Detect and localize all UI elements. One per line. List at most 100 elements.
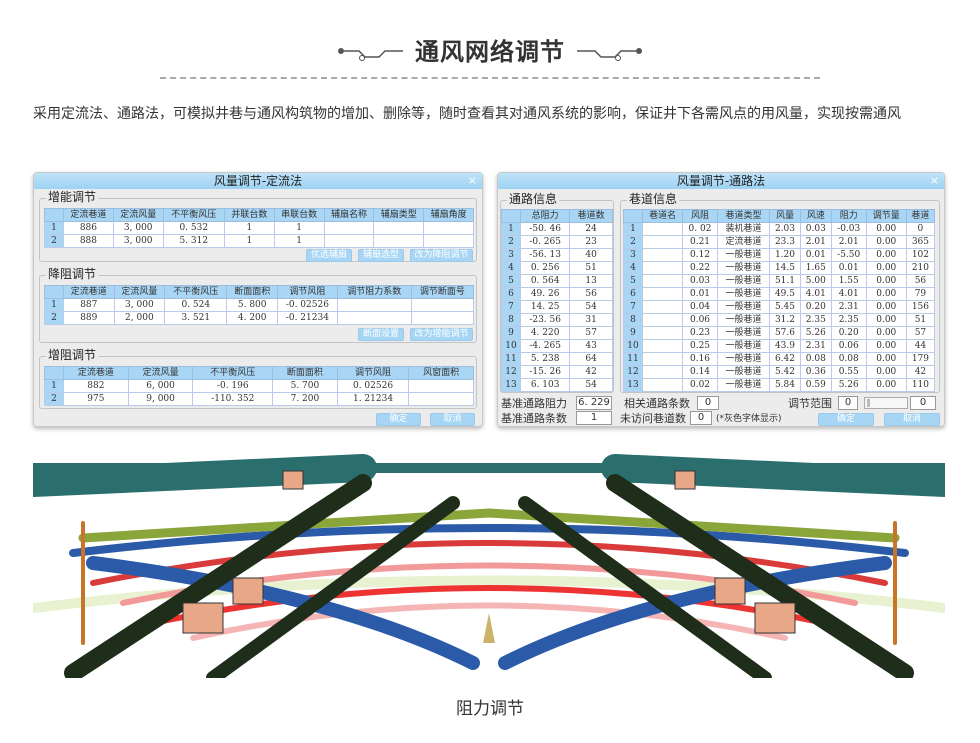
table-row[interactable]: 7 0.04 一般巷道 5.45 0.20 2.31 0.00 156 <box>623 300 936 314</box>
row-index[interactable]: 6 <box>623 287 643 301</box>
table-cell: 64 <box>569 352 613 366</box>
row-index[interactable]: 1 <box>44 298 64 312</box>
ok-button[interactable]: 确定 <box>818 413 874 426</box>
table-cell <box>323 234 375 248</box>
table-row[interactable]: 10 0.25 一般巷道 43.9 2.31 0.06 0.00 44 <box>623 339 936 353</box>
table-row[interactable]: 4 0.22 一般巷道 14.5 1.65 0.01 0.00 210 <box>623 261 936 275</box>
section-setting-button[interactable]: 断面设置 <box>358 328 404 341</box>
table-row[interactable]: 11 0.16 一般巷道 6.42 0.08 0.08 0.00 179 <box>623 352 936 366</box>
table-row[interactable]: 1 882 6, 000 -0. 196 5. 700 0. 02526 <box>44 379 474 393</box>
row-index[interactable]: 10 <box>623 339 643 353</box>
row-index[interactable]: 8 <box>501 313 521 327</box>
row-index[interactable]: 7 <box>501 300 521 314</box>
table-row[interactable]: 8 0.06 一般巷道 31.2 2.35 2.35 0.00 51 <box>623 313 936 327</box>
table-row[interactable]: 10 -4. 265 43 <box>501 339 613 353</box>
table-row[interactable]: 6 0.01 一般巷道 49.5 4.01 4.01 0.00 79 <box>623 287 936 301</box>
table-cell: 110 <box>905 378 936 392</box>
table-row[interactable]: 3 -56. 13 40 <box>501 248 613 262</box>
row-index[interactable]: 8 <box>623 313 643 327</box>
table-row[interactable]: 7 14. 25 54 <box>501 300 613 314</box>
table-row[interactable]: 4 0. 256 51 <box>501 261 613 275</box>
row-index[interactable]: 2 <box>44 311 64 325</box>
table-cell: 3, 000 <box>112 221 164 235</box>
row-index[interactable]: 13 <box>623 378 643 392</box>
table-row[interactable]: 13 6. 103 54 <box>501 378 613 392</box>
table-row[interactable]: 2 -0. 265 23 <box>501 235 613 249</box>
base-resistance-label: 基准通路阻力 <box>501 397 567 410</box>
slider-handle[interactable] <box>867 399 870 407</box>
table-row[interactable]: 6 49. 26 56 <box>501 287 613 301</box>
unvisited-field[interactable]: 0 <box>690 411 712 425</box>
row-index[interactable]: 1 <box>501 222 521 236</box>
row-index[interactable]: 13 <box>501 378 521 392</box>
row-index[interactable]: 11 <box>501 352 521 366</box>
ok-button[interactable]: 确定 <box>376 413 421 426</box>
range-slider[interactable] <box>864 397 908 409</box>
row-index[interactable]: 2 <box>44 234 64 248</box>
row-index[interactable]: 1 <box>44 221 64 235</box>
row-index[interactable]: 5 <box>623 274 643 288</box>
table-row[interactable]: 1 0. 02 装机巷道 2.03 0.03 -0.03 0.00 0 <box>623 222 936 236</box>
row-index[interactable]: 9 <box>501 326 521 340</box>
table-row[interactable]: 3 0.12 一般巷道 1.20 0.01 -5.50 0.00 102 <box>623 248 936 262</box>
optimize-fan-button[interactable]: 优选辅扇 <box>306 249 352 262</box>
close-icon[interactable]: × <box>467 174 477 187</box>
row-index[interactable]: 1 <box>623 222 643 236</box>
row-index[interactable]: 10 <box>501 339 521 353</box>
table-row[interactable]: 9 4. 220 57 <box>501 326 613 340</box>
table-cell: 0. 256 <box>519 261 571 275</box>
table-cell: 一般巷道 <box>716 274 771 288</box>
table-row[interactable]: 1 887 3, 000 0. 524 5. 800 -0. 02526 <box>44 298 475 312</box>
table-row[interactable]: 12 -15. 26 42 <box>501 365 613 379</box>
range-label: 调节范围 <box>788 397 832 410</box>
table-row[interactable]: 12 0.14 一般巷道 5.42 0.36 0.55 0.00 42 <box>623 365 936 379</box>
row-index[interactable]: 12 <box>623 365 643 379</box>
table-row[interactable]: 2 975 9, 000 -110. 352 7. 200 1. 21234 <box>44 392 474 406</box>
fan-select-button[interactable]: 辅扇选型 <box>358 249 404 262</box>
table-row[interactable]: 13 0.02 一般巷道 5.84 0.59 5.26 0.00 110 <box>623 378 936 392</box>
related-field[interactable]: 0 <box>697 396 719 410</box>
column-header: 风速 <box>799 209 832 223</box>
cancel-button[interactable]: 取消 <box>430 413 475 426</box>
row-index[interactable]: 2 <box>623 235 643 249</box>
table-cell <box>641 313 684 327</box>
row-index[interactable]: 4 <box>623 261 643 275</box>
table-row[interactable]: 5 0.03 一般巷道 51.1 5.00 1.55 0.00 56 <box>623 274 936 288</box>
table-row[interactable]: 1 -50. 46 24 <box>501 222 613 236</box>
to-reduce-button[interactable]: 改为降阻调节 <box>410 249 473 262</box>
table-row[interactable]: 1 886 3, 000 0. 532 1 1 <box>44 221 474 235</box>
table-row[interactable]: 9 0.23 一般巷道 57.6 5.26 0.20 0.00 57 <box>623 326 936 340</box>
table-row[interactable]: 11 5. 238 64 <box>501 352 613 366</box>
table-cell: 0.00 <box>865 248 907 262</box>
row-index[interactable]: 1 <box>44 379 64 393</box>
row-index[interactable]: 2 <box>501 235 521 249</box>
table-row[interactable]: 8 -23. 56 31 <box>501 313 613 327</box>
row-index[interactable]: 12 <box>501 365 521 379</box>
range-min-field[interactable]: 0 <box>838 396 858 410</box>
table-row[interactable]: 2 0.21 定流巷道 23.3 2.01 2.01 0.00 365 <box>623 235 936 249</box>
to-boost-button[interactable]: 改为增能调节 <box>410 328 473 341</box>
row-index[interactable]: 7 <box>623 300 643 314</box>
base-resistance-field[interactable]: 6. 229 <box>576 396 612 410</box>
row-index[interactable]: 3 <box>501 248 521 262</box>
table-row[interactable]: 2 888 3, 000 5. 312 1 1 <box>44 234 474 248</box>
row-index[interactable]: 9 <box>623 326 643 340</box>
ventilation-3d-view[interactable] <box>33 443 945 678</box>
range-max-field[interactable]: 0 <box>910 396 936 410</box>
row-index[interactable]: 6 <box>501 287 521 301</box>
close-icon[interactable]: × <box>929 174 939 187</box>
row-index[interactable]: 3 <box>623 248 643 262</box>
table-cell: 0.00 <box>865 378 907 392</box>
column-header: 断面面积 <box>272 366 338 380</box>
group-label: 降阻调节 <box>46 267 99 281</box>
row-index[interactable]: 4 <box>501 261 521 275</box>
table-cell: 44 <box>905 339 936 353</box>
table-row[interactable]: 2 889 2, 000 3. 521 4. 200 -0. 21234 <box>44 311 475 325</box>
cancel-button[interactable]: 取消 <box>884 413 940 426</box>
row-index[interactable]: 11 <box>623 352 643 366</box>
boost-group: 增能调节 定流巷道 定流风量 不平衡风压 并联台数 串联台数 辅扇名称 辅扇类型 辅扇角度 1 8… <box>39 190 477 262</box>
row-index[interactable]: 5 <box>501 274 521 288</box>
base-count-field[interactable]: 1 <box>576 411 612 425</box>
table-row[interactable]: 5 0. 564 13 <box>501 274 613 288</box>
row-index[interactable]: 2 <box>44 392 64 406</box>
